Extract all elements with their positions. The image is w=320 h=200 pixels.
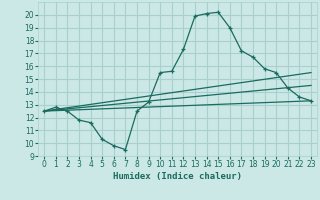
- X-axis label: Humidex (Indice chaleur): Humidex (Indice chaleur): [113, 172, 242, 181]
